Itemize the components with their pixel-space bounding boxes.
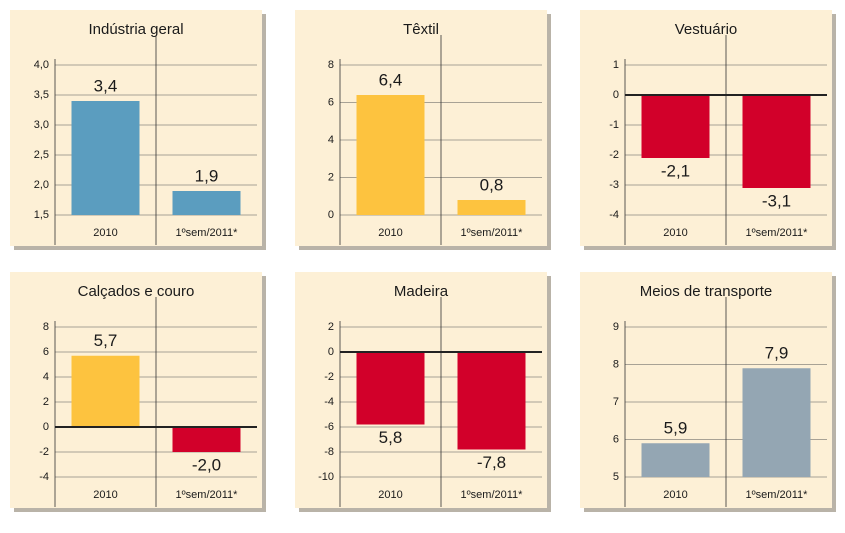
- bar: [457, 352, 526, 450]
- data-label: 5,8: [379, 428, 403, 447]
- y-tick-label: -1: [609, 119, 619, 131]
- y-tick-label: 6: [613, 433, 619, 445]
- x-tick-label: 1ºsem/2011*: [461, 489, 524, 501]
- data-label: -7,8: [477, 453, 506, 472]
- y-tick-label: -2: [324, 371, 334, 383]
- y-tick-label: -8: [324, 446, 334, 458]
- data-label: 5,9: [664, 419, 688, 438]
- data-label: 3,4: [94, 76, 118, 95]
- y-tick-label: -2: [39, 446, 49, 458]
- y-tick-label: -2: [609, 149, 619, 161]
- x-tick-label: 1ºsem/2011*: [176, 489, 239, 501]
- y-tick-label: 1: [613, 59, 619, 71]
- data-label: -2,1: [661, 161, 690, 180]
- bar: [356, 95, 425, 215]
- y-tick-label: -3: [609, 179, 619, 191]
- bar: [742, 368, 811, 477]
- chart-title: Meios de transporte: [640, 283, 773, 300]
- y-tick-label: 8: [43, 321, 49, 333]
- data-label: 0,8: [480, 175, 504, 194]
- y-tick-label: 4,0: [34, 59, 49, 71]
- x-tick-label: 2010: [93, 489, 117, 501]
- y-tick-label: -4: [609, 209, 619, 221]
- y-tick-label: 1,5: [34, 209, 49, 221]
- y-tick-label: 6: [43, 346, 49, 358]
- y-tick-label: -10: [318, 471, 334, 483]
- y-tick-label: 4: [43, 371, 49, 383]
- y-tick-label: 2: [328, 171, 334, 183]
- data-label: -2,0: [192, 455, 221, 474]
- chart-title: Vestuário: [675, 21, 738, 38]
- x-tick-label: 1ºsem/2011*: [461, 227, 524, 239]
- y-tick-label: 9: [613, 321, 619, 333]
- bar: [356, 352, 425, 425]
- bar: [641, 443, 710, 477]
- data-label: -3,1: [762, 191, 791, 210]
- x-tick-label: 1ºsem/2011*: [746, 227, 809, 239]
- bar: [641, 95, 710, 158]
- y-tick-label: -6: [324, 421, 334, 433]
- x-tick-label: 1ºsem/2011*: [176, 227, 239, 239]
- bar: [172, 427, 241, 452]
- y-tick-label: 8: [613, 358, 619, 370]
- y-tick-label: 0: [328, 209, 334, 221]
- y-tick-label: 7: [613, 396, 619, 408]
- x-tick-label: 2010: [93, 227, 117, 239]
- y-tick-label: 3,0: [34, 119, 49, 131]
- y-tick-label: 0: [613, 89, 619, 101]
- chart-title: Indústria geral: [88, 21, 183, 38]
- chart-title: Calçados e couro: [78, 283, 195, 300]
- x-tick-label: 2010: [663, 489, 687, 501]
- data-label: 5,7: [94, 331, 118, 350]
- chart-title: Têxtil: [403, 21, 439, 38]
- x-tick-label: 2010: [378, 489, 402, 501]
- bar: [71, 355, 140, 427]
- y-tick-label: 0: [43, 421, 49, 433]
- y-tick-label: -4: [324, 396, 334, 408]
- y-tick-label: 2,0: [34, 179, 49, 191]
- x-tick-label: 1ºsem/2011*: [746, 489, 809, 501]
- y-tick-label: 5: [613, 471, 619, 483]
- bar: [742, 95, 811, 188]
- y-tick-label: 4: [328, 134, 334, 146]
- bar: [172, 191, 241, 215]
- bar: [457, 200, 526, 215]
- data-label: 1,9: [195, 166, 219, 185]
- y-tick-label: 3,5: [34, 89, 49, 101]
- y-tick-label: 6: [328, 96, 334, 108]
- y-tick-label: 2: [328, 321, 334, 333]
- y-tick-label: -4: [39, 471, 49, 483]
- y-tick-label: 8: [328, 59, 334, 71]
- data-label: 7,9: [765, 344, 789, 363]
- y-tick-label: 2: [43, 396, 49, 408]
- x-tick-label: 2010: [663, 227, 687, 239]
- y-tick-label: 2,5: [34, 149, 49, 161]
- x-tick-label: 2010: [378, 227, 402, 239]
- chart-title: Madeira: [394, 283, 449, 300]
- bar: [71, 101, 140, 215]
- data-label: 6,4: [379, 70, 403, 89]
- y-tick-label: 0: [328, 346, 334, 358]
